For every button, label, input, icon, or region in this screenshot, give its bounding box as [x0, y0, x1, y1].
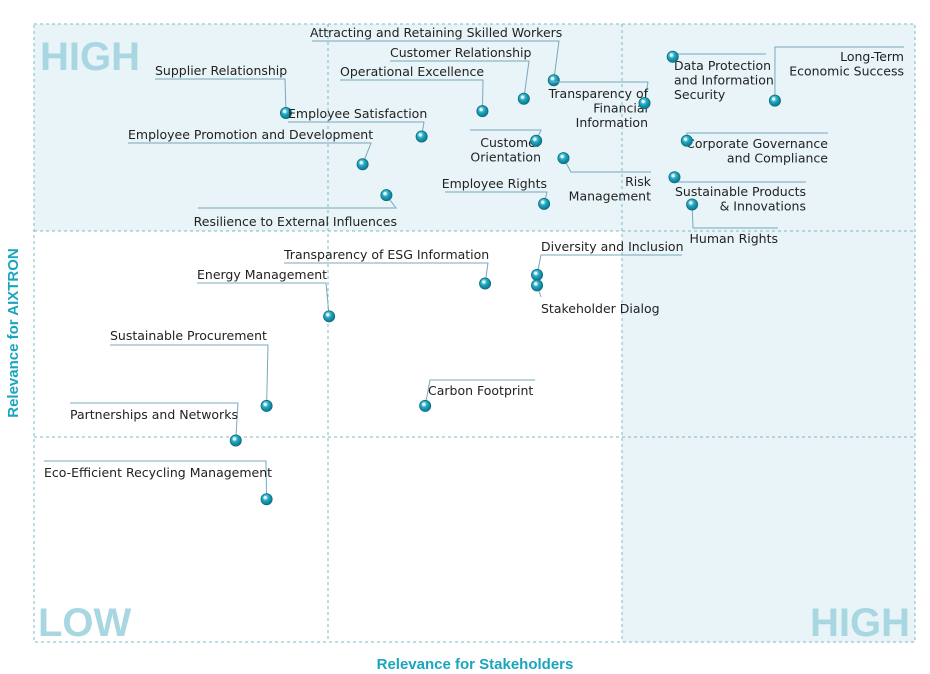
x-axis-label: Relevance for Stakeholders	[377, 656, 574, 673]
data-point-highlight-corporate-governance-and-compliance	[683, 137, 688, 141]
plot-frame	[33, 23, 916, 643]
leader-line-human-rights	[691, 204, 778, 229]
data-point-human-rights	[686, 198, 699, 211]
data-label-stakeholder-dialog: Stakeholder Dialog	[541, 301, 660, 316]
data-point-highlight-eco-efficient-recycling-management	[263, 496, 267, 500]
data-point-highlight-data-protection-and-information-security	[669, 53, 673, 57]
leader-line-employee-promotion-and-development	[128, 142, 372, 165]
data-label-customer-orientation: Customer Orientation	[470, 135, 541, 165]
data-point-highlight-employee-rights	[541, 200, 545, 204]
leader-line-supplier-relationship	[155, 78, 287, 114]
leader-line-transparency-of-esg-information	[284, 262, 489, 284]
data-label-sustainable-products-and-innovations: Sustainable Products & Innovations	[675, 184, 806, 214]
y-axis-label: Relevance for AIXTRON	[5, 248, 22, 418]
data-label-long-term-economic-success: Long-Term Economic Success	[789, 49, 904, 79]
data-point-resilience-to-external-influences	[380, 189, 393, 202]
corner-label-high-top-left: HIGH	[40, 35, 140, 79]
leader-line-eco-efficient-recycling-management	[44, 460, 268, 500]
data-point-highlight-human-rights	[689, 201, 693, 205]
data-point-customer-orientation	[530, 134, 543, 147]
data-point-attracting-and-retaining-skilled-workers	[547, 74, 560, 87]
leader-line-sustainable-procurement	[110, 344, 269, 406]
leader-line-carbon-footprint	[424, 379, 535, 407]
data-point-data-protection-and-information-security	[666, 50, 679, 63]
leader-line-diversity-and-inclusion	[536, 254, 682, 276]
leader-line-partnerships-and-networks	[70, 402, 239, 441]
data-point-eco-efficient-recycling-management	[260, 493, 273, 506]
data-point-sustainable-products-and-innovations	[668, 171, 681, 184]
data-point-risk-management	[557, 152, 570, 165]
data-point-partnerships-and-networks	[229, 434, 242, 447]
data-point-employee-satisfaction	[415, 130, 428, 143]
data-label-customer-relationship: Customer Relationship	[390, 45, 531, 60]
data-label-employee-promotion-and-development: Employee Promotion and Development	[128, 127, 373, 142]
leader-line-energy-management	[197, 282, 330, 317]
data-point-sustainable-procurement	[260, 399, 273, 412]
data-label-transparency-of-esg-information: Transparency of ESG Information	[283, 247, 489, 262]
data-point-highlight-employee-satisfaction	[418, 133, 422, 137]
data-point-highlight-risk-management	[560, 154, 564, 159]
data-point-highlight-long-term-economic-success	[771, 97, 776, 101]
data-point-highlight-stakeholder-dialog	[534, 282, 538, 286]
data-point-highlight-energy-management	[326, 313, 330, 317]
data-label-employee-rights: Employee Rights	[442, 176, 547, 191]
leader-line-long-term-economic-success	[774, 46, 904, 101]
data-point-highlight-partnerships-and-networks	[232, 437, 236, 441]
data-label-human-rights: Human Rights	[690, 231, 778, 246]
data-point-long-term-economic-success	[768, 94, 781, 107]
leader-line-attracting-and-retaining-skilled-workers	[312, 40, 560, 81]
corner-label-high-bottom-right: HIGH	[810, 601, 910, 645]
data-point-highlight-employee-promotion-and-development	[359, 161, 363, 165]
data-label-diversity-and-inclusion: Diversity and Inclusion	[541, 239, 684, 254]
data-point-highlight-transparency-of-esg-information	[482, 280, 486, 284]
data-point-highlight-resilience-to-external-influences	[383, 191, 387, 196]
data-point-carbon-footprint	[419, 399, 432, 412]
leader-line-operational-excellence	[340, 79, 484, 112]
data-point-highlight-operational-excellence	[479, 107, 483, 112]
data-point-highlight-customer-orientation	[533, 137, 537, 141]
data-point-highlight-customer-relationship	[520, 95, 525, 99]
data-point-highlight-transparency-of-financial-information	[641, 99, 645, 104]
data-point-highlight-carbon-footprint	[422, 402, 426, 406]
data-label-corporate-governance-and-compliance: Corporate Governance and Compliance	[686, 136, 828, 166]
data-label-eco-efficient-recycling-management: Eco-Efficient Recycling Management	[44, 465, 272, 480]
data-label-risk-management: Risk Management	[569, 174, 652, 204]
data-label-data-protection-and-information-security: Data Protection and Information Security	[674, 58, 774, 102]
data-point-highlight-sustainable-procurement	[263, 402, 267, 406]
data-point-employee-rights	[538, 197, 551, 210]
data-point-energy-management	[323, 310, 336, 323]
data-label-supplier-relationship: Supplier Relationship	[155, 63, 287, 78]
data-label-transparency-of-financial-information: Transparency of Financial Information	[548, 86, 649, 130]
data-point-highlight-sustainable-products-and-innovations	[671, 174, 675, 178]
data-point-corporate-governance-and-compliance	[680, 134, 693, 147]
high-zone-top	[34, 24, 915, 231]
data-label-attracting-and-retaining-skilled-workers: Attracting and Retaining Skilled Workers	[310, 25, 562, 40]
leader-line-customer-relationship	[390, 60, 530, 99]
data-point-customer-relationship	[517, 92, 530, 105]
data-point-operational-excellence	[476, 105, 489, 118]
data-point-employee-promotion-and-development	[356, 158, 369, 171]
data-point-transparency-of-esg-information	[479, 277, 492, 290]
data-point-highlight-supplier-relationship	[282, 109, 287, 113]
data-point-transparency-of-financial-information	[638, 97, 651, 110]
corner-label-low: LOW	[38, 601, 132, 645]
data-label-carbon-footprint: Carbon Footprint	[428, 383, 533, 398]
data-point-diversity-and-inclusion	[531, 268, 544, 281]
data-label-partnerships-and-networks: Partnerships and Networks	[70, 407, 238, 422]
data-label-resilience-to-external-influences: Resilience to External Influences	[194, 214, 397, 229]
data-label-employee-satisfaction: Employee Satisfaction	[288, 106, 427, 121]
data-label-operational-excellence: Operational Excellence	[340, 64, 484, 79]
data-point-supplier-relationship	[279, 106, 292, 119]
data-point-highlight-diversity-and-inclusion	[534, 271, 538, 275]
data-point-highlight-attracting-and-retaining-skilled-workers	[550, 77, 554, 81]
data-label-energy-management: Energy Management	[197, 267, 327, 282]
leader-line-transparency-of-financial-information	[550, 81, 649, 104]
data-point-stakeholder-dialog	[531, 279, 544, 292]
data-label-sustainable-procurement: Sustainable Procurement	[110, 328, 267, 343]
